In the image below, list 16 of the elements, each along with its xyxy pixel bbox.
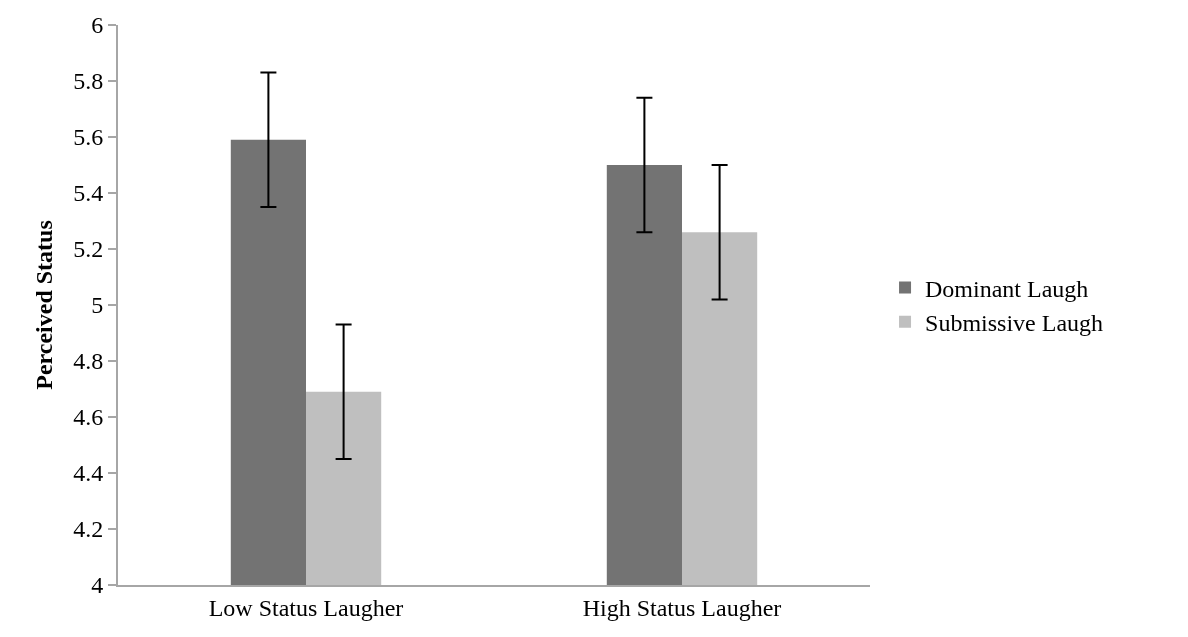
y-tick-label: 4 xyxy=(91,572,104,599)
y-tick-label: 4.6 xyxy=(73,404,104,431)
y-axis-title: Perceived Status xyxy=(30,220,57,390)
y-tick-label: 5 xyxy=(91,292,104,319)
y-tick-label: 6 xyxy=(91,12,104,39)
x-tick-label: Low Status Laugher xyxy=(208,594,404,621)
x-tick-label: High Status Laugher xyxy=(582,594,782,621)
y-tick-label: 5.4 xyxy=(73,180,104,207)
legend-label: Dominant Laugh xyxy=(925,275,1089,302)
y-tick-label: 5.6 xyxy=(73,124,104,151)
y-tick-label: 4.8 xyxy=(73,348,104,375)
y-tick-label: 4.2 xyxy=(73,516,104,543)
y-tick-label: 5.8 xyxy=(73,68,104,95)
legend-label: Submissive Laugh xyxy=(925,310,1104,337)
y-tick-label: 5.2 xyxy=(73,236,104,263)
y-tick-label: 4.4 xyxy=(73,460,104,487)
